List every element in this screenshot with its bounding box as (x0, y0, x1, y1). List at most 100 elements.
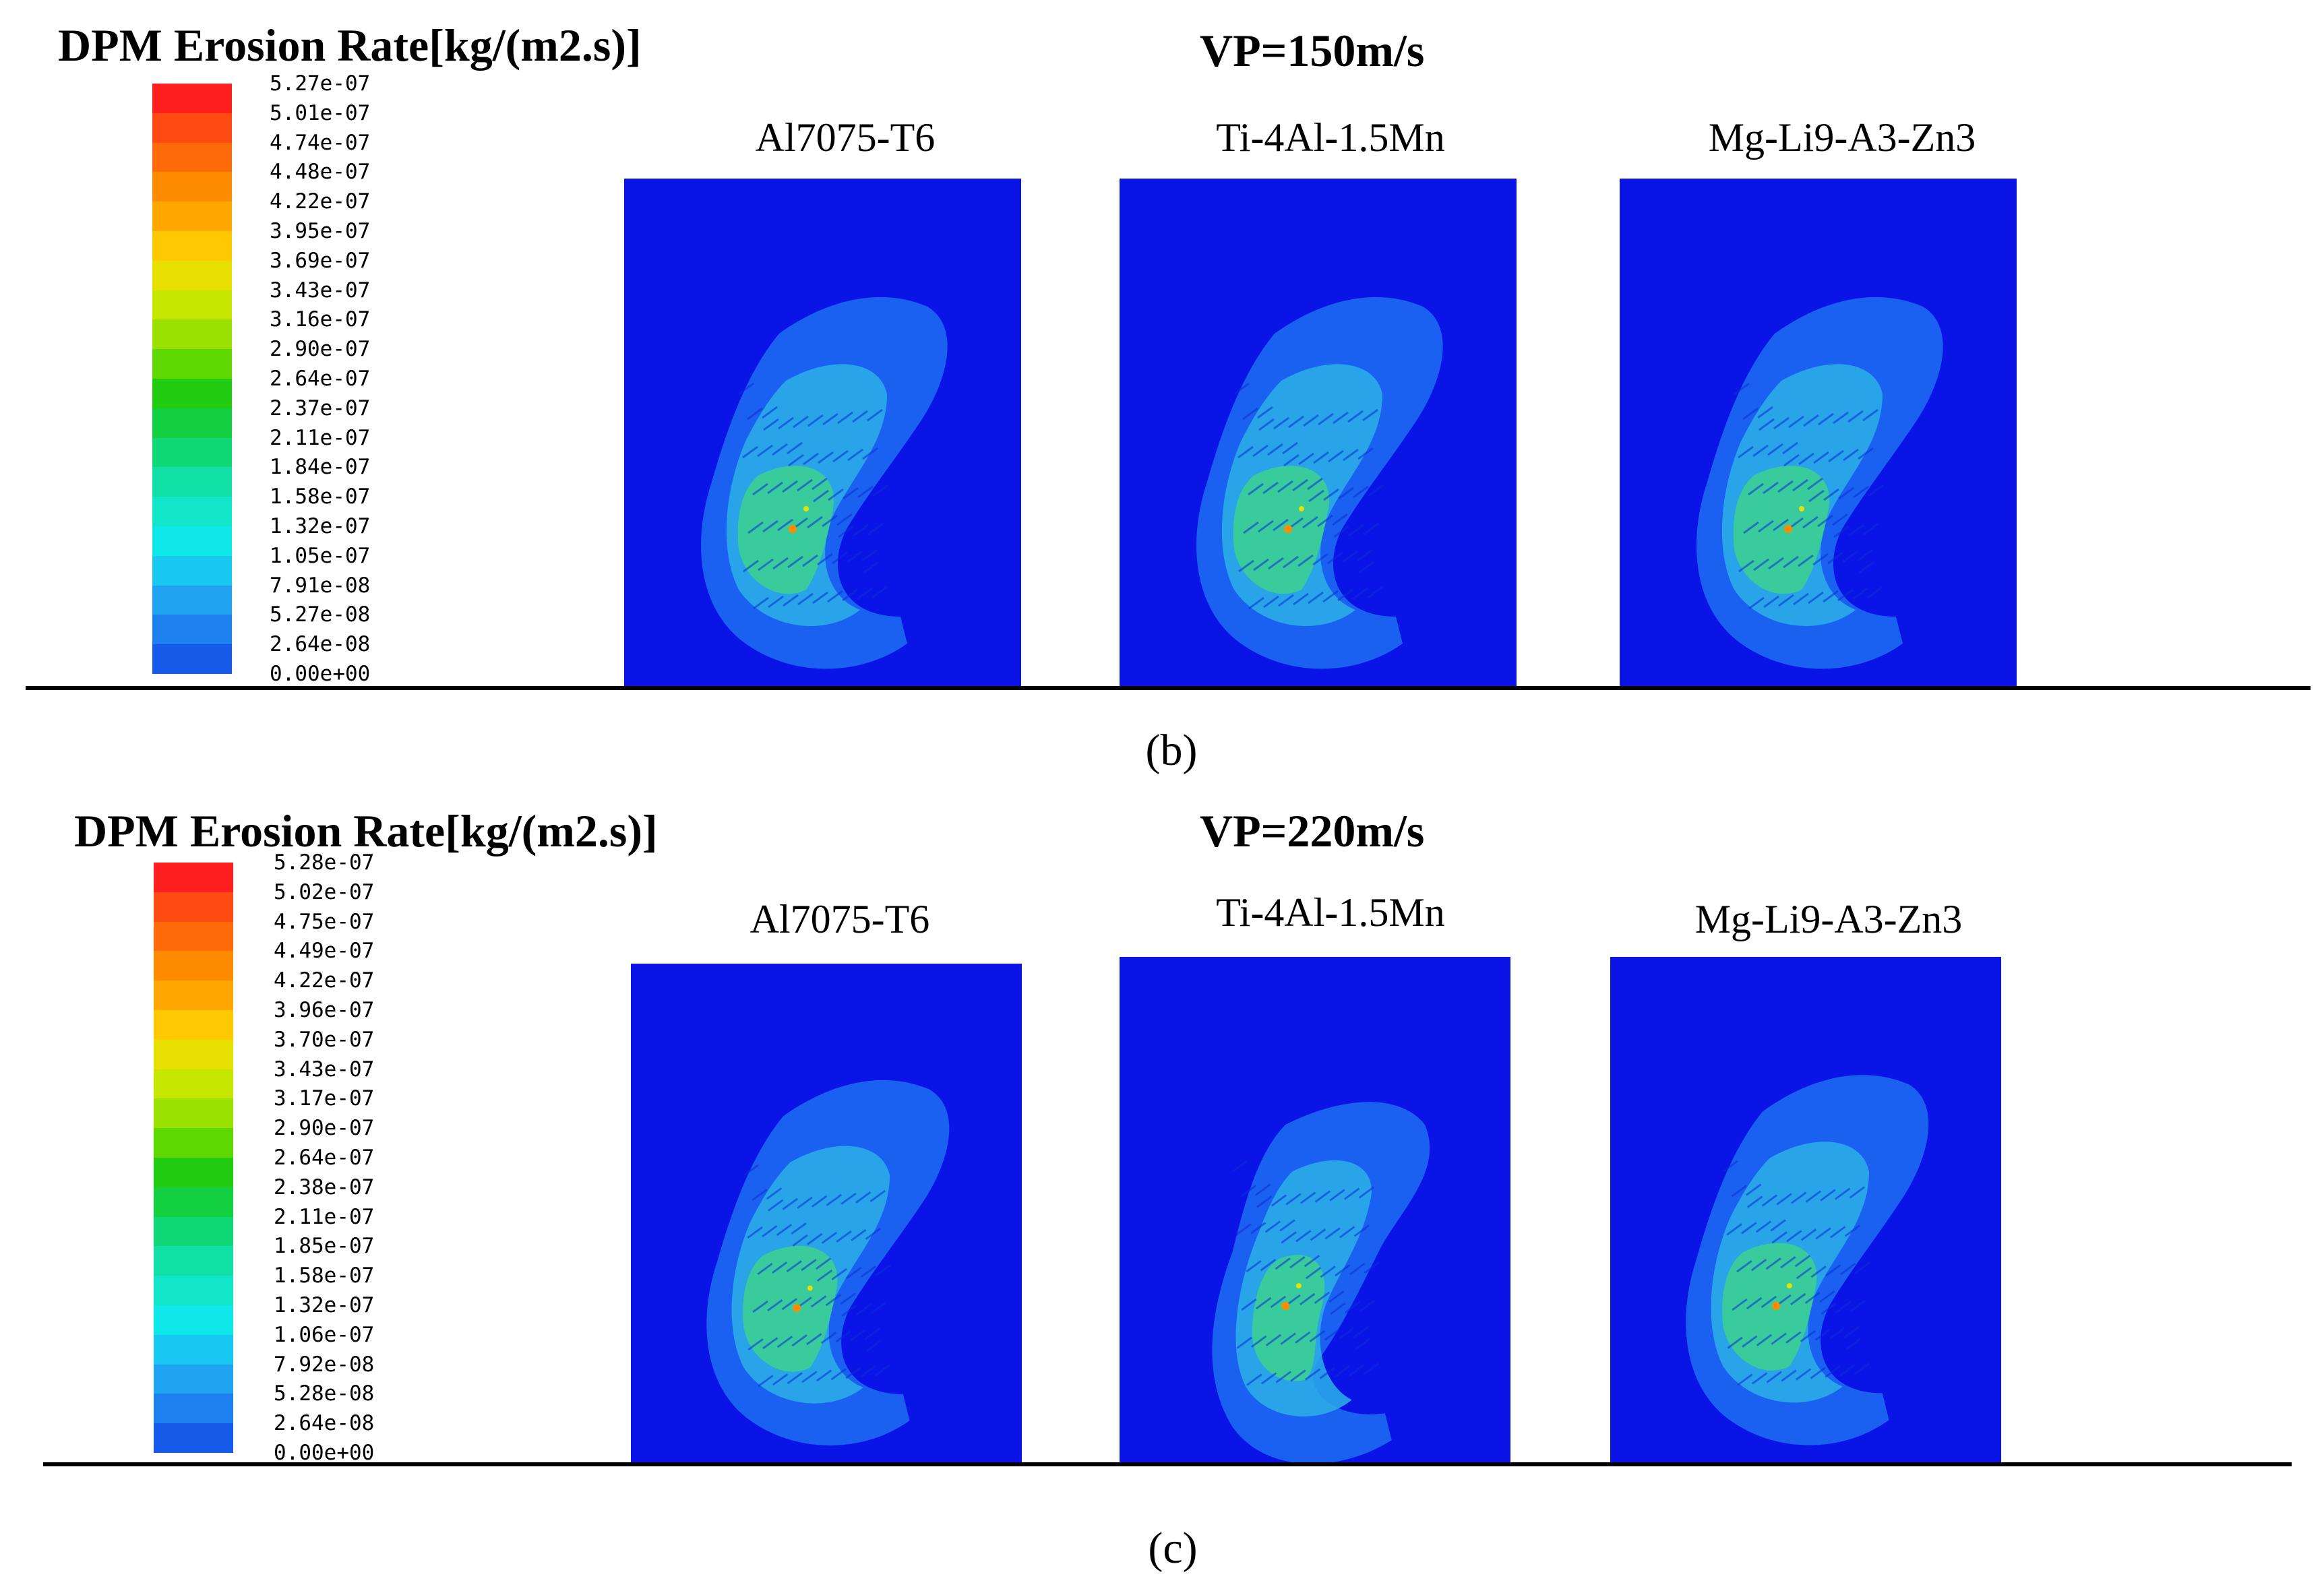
legend-swatch (152, 172, 232, 202)
legend-title: DPM Erosion Rate[kg/(m2.s)] (58, 20, 642, 71)
legend-tick-label: 5.02e-07 (274, 879, 375, 904)
legend-swatch (154, 1334, 233, 1365)
legend-tick-label: 5.28e-08 (274, 1381, 375, 1406)
legend-tick-label: 1.58e-07 (274, 1264, 375, 1288)
legend-tick-label: 5.27e-07 (270, 71, 371, 96)
material-label-mgli9: Mg-Li9-A3-Zn3 (1694, 897, 1963, 941)
legend-tick-label: 3.17e-07 (274, 1086, 375, 1111)
legend-swatch (152, 230, 232, 261)
legend-tick-label: 1.32e-07 (274, 1293, 375, 1317)
legend-swatch (154, 1098, 233, 1129)
legend-tick-label: 1.05e-07 (270, 543, 371, 568)
legend-swatch (154, 1128, 233, 1158)
divider-line (43, 1462, 2292, 1466)
legend-tick-label: 3.43e-07 (274, 1057, 375, 1082)
legend-tick-label: 5.28e-07 (274, 850, 375, 875)
legend-tick-label: 2.90e-07 (274, 1116, 375, 1141)
legend-swatch (154, 1216, 233, 1247)
legend-tick-label: 4.22e-07 (270, 189, 371, 214)
legend-swatch (152, 497, 232, 526)
legend-tick-label: 2.37e-07 (270, 396, 371, 420)
legend-tick-label: 2.11e-07 (270, 425, 371, 450)
legend-tick-label: 5.27e-08 (270, 602, 371, 627)
legend-swatch (154, 921, 233, 952)
legend-swatch (152, 113, 232, 143)
legend-tick-label: 1.85e-07 (274, 1234, 375, 1259)
legend-tick-label: 2.64e-08 (270, 632, 371, 657)
legend-tick-label: 1.58e-07 (270, 485, 371, 509)
legend-swatch (152, 585, 232, 615)
legend-tick-label: 2.64e-08 (274, 1411, 375, 1436)
panel-caption: (c) (1148, 1524, 1198, 1573)
legend-swatch (152, 84, 232, 113)
legend-swatch (152, 290, 232, 320)
legend-tick-label: 7.92e-08 (274, 1352, 375, 1377)
legend-swatch (154, 1069, 233, 1099)
velocity-title: VP=220m/s (1200, 805, 1425, 856)
erosion-contour-al7075 (631, 964, 1022, 1464)
legend-tick-label: 4.74e-07 (270, 130, 371, 155)
panel-caption: (b) (1145, 726, 1198, 775)
legend-tick-label: 0.00e+00 (270, 662, 371, 686)
legend-swatch (154, 1276, 233, 1305)
legend-tick-label: 4.49e-07 (274, 939, 375, 964)
legend-tick-label: 4.48e-07 (270, 160, 371, 185)
legend-tick-label: 2.64e-07 (274, 1146, 375, 1170)
legend-tick-label: 1.32e-07 (270, 514, 371, 538)
color-legend-bar (152, 84, 232, 674)
material-label-ti4al: Ti-4Al-1.5Mn (1216, 115, 1445, 160)
legend-swatch (152, 201, 232, 231)
legend-swatch (154, 863, 233, 892)
legend-swatch (152, 142, 232, 173)
legend-tick-label: 2.38e-07 (274, 1175, 375, 1199)
material-label-mgli9: Mg-Li9-A3-Zn3 (1708, 115, 1976, 160)
legend-swatch (154, 1157, 233, 1187)
legend-tick-label: 3.43e-07 (270, 278, 371, 303)
legend-tick-label: 3.16e-07 (270, 307, 371, 332)
material-label-al7075: Al7075-T6 (750, 897, 930, 941)
legend-tick-label: 1.84e-07 (270, 455, 371, 480)
legend-swatch (152, 349, 232, 379)
material-label-al7075: Al7075-T6 (755, 115, 936, 160)
legend-swatch (154, 951, 233, 981)
erosion-contour-mgli9 (1620, 179, 2017, 687)
legend-swatch (154, 1039, 233, 1069)
legend-tick-label: 3.95e-07 (270, 219, 371, 243)
legend-swatch (154, 1246, 233, 1276)
legend-swatch (154, 1394, 233, 1424)
legend-swatch (152, 644, 232, 674)
legend-swatch (154, 1305, 233, 1335)
legend-tick-label: 5.01e-07 (270, 100, 371, 125)
legend-swatch (152, 378, 232, 408)
legend-tick-label: 2.11e-07 (274, 1204, 375, 1229)
panel-b: DPM Erosion Rate[kg/(m2.s)] VP=150m/s 5.… (0, 0, 2324, 782)
legend-swatch (152, 526, 232, 556)
legend-swatch (152, 615, 232, 645)
erosion-contour-al7075 (624, 179, 1021, 687)
legend-tick-label: 7.91e-08 (270, 573, 371, 598)
erosion-contour-mgli9 (1610, 957, 2001, 1464)
legend-swatch (154, 1187, 233, 1217)
legend-swatch (152, 408, 232, 438)
legend-ticks: 5.27e-07 5.01e-07 4.74e-07 4.48e-07 4.22e-07… (270, 71, 418, 686)
legend-tick-label: 4.75e-07 (274, 909, 375, 934)
legend-swatch (152, 319, 232, 350)
legend-swatch (154, 980, 233, 1010)
panel-c: DPM Erosion Rate[kg/(m2.s)] VP=220m/s 5.… (0, 795, 2324, 1590)
legend-swatch (154, 1364, 233, 1394)
legend-tick-label: 2.90e-07 (270, 337, 371, 362)
velocity-title: VP=150m/s (1200, 25, 1425, 76)
legend-tick-label: 3.96e-07 (274, 998, 375, 1022)
legend-swatch (152, 260, 232, 290)
divider-line (26, 686, 2311, 690)
material-label-ti4al: Ti-4Al-1.5Mn (1216, 890, 1445, 935)
legend-tick-label: 1.06e-07 (274, 1322, 375, 1347)
legend-swatch (152, 437, 232, 468)
legend-tick-label: 3.70e-07 (274, 1027, 375, 1052)
legend-swatch (154, 1423, 233, 1453)
legend-tick-label: 4.22e-07 (274, 968, 375, 993)
color-legend-bar (154, 863, 233, 1453)
erosion-contour-ti4al (1120, 957, 1510, 1464)
legend-tick-label: 3.69e-07 (270, 248, 371, 273)
legend-ticks: 5.28e-07 5.02e-07 4.75e-07 4.49e-07 4.22e-07… (274, 850, 422, 1465)
